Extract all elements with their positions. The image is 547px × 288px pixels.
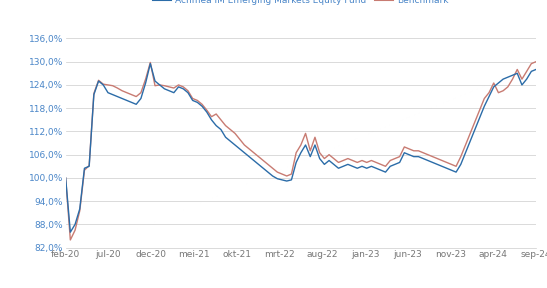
- Legend: Achmea IM Emerging Markets Equity Fund, Benchmark: Achmea IM Emerging Markets Equity Fund, …: [150, 0, 452, 8]
